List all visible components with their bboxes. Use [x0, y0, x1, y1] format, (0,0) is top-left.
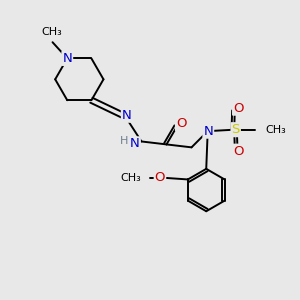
Text: CH₃: CH₃ [42, 27, 62, 37]
Text: N: N [203, 125, 213, 138]
Text: O: O [233, 102, 244, 115]
Text: O: O [233, 145, 244, 158]
Text: S: S [232, 123, 240, 136]
Text: O: O [155, 171, 165, 184]
Text: O: O [176, 117, 187, 130]
Text: N: N [130, 137, 140, 150]
Text: N: N [122, 109, 132, 122]
Text: H: H [120, 136, 128, 146]
Text: CH₃: CH₃ [121, 173, 141, 183]
Text: N: N [62, 52, 72, 65]
Text: CH₃: CH₃ [266, 125, 286, 135]
